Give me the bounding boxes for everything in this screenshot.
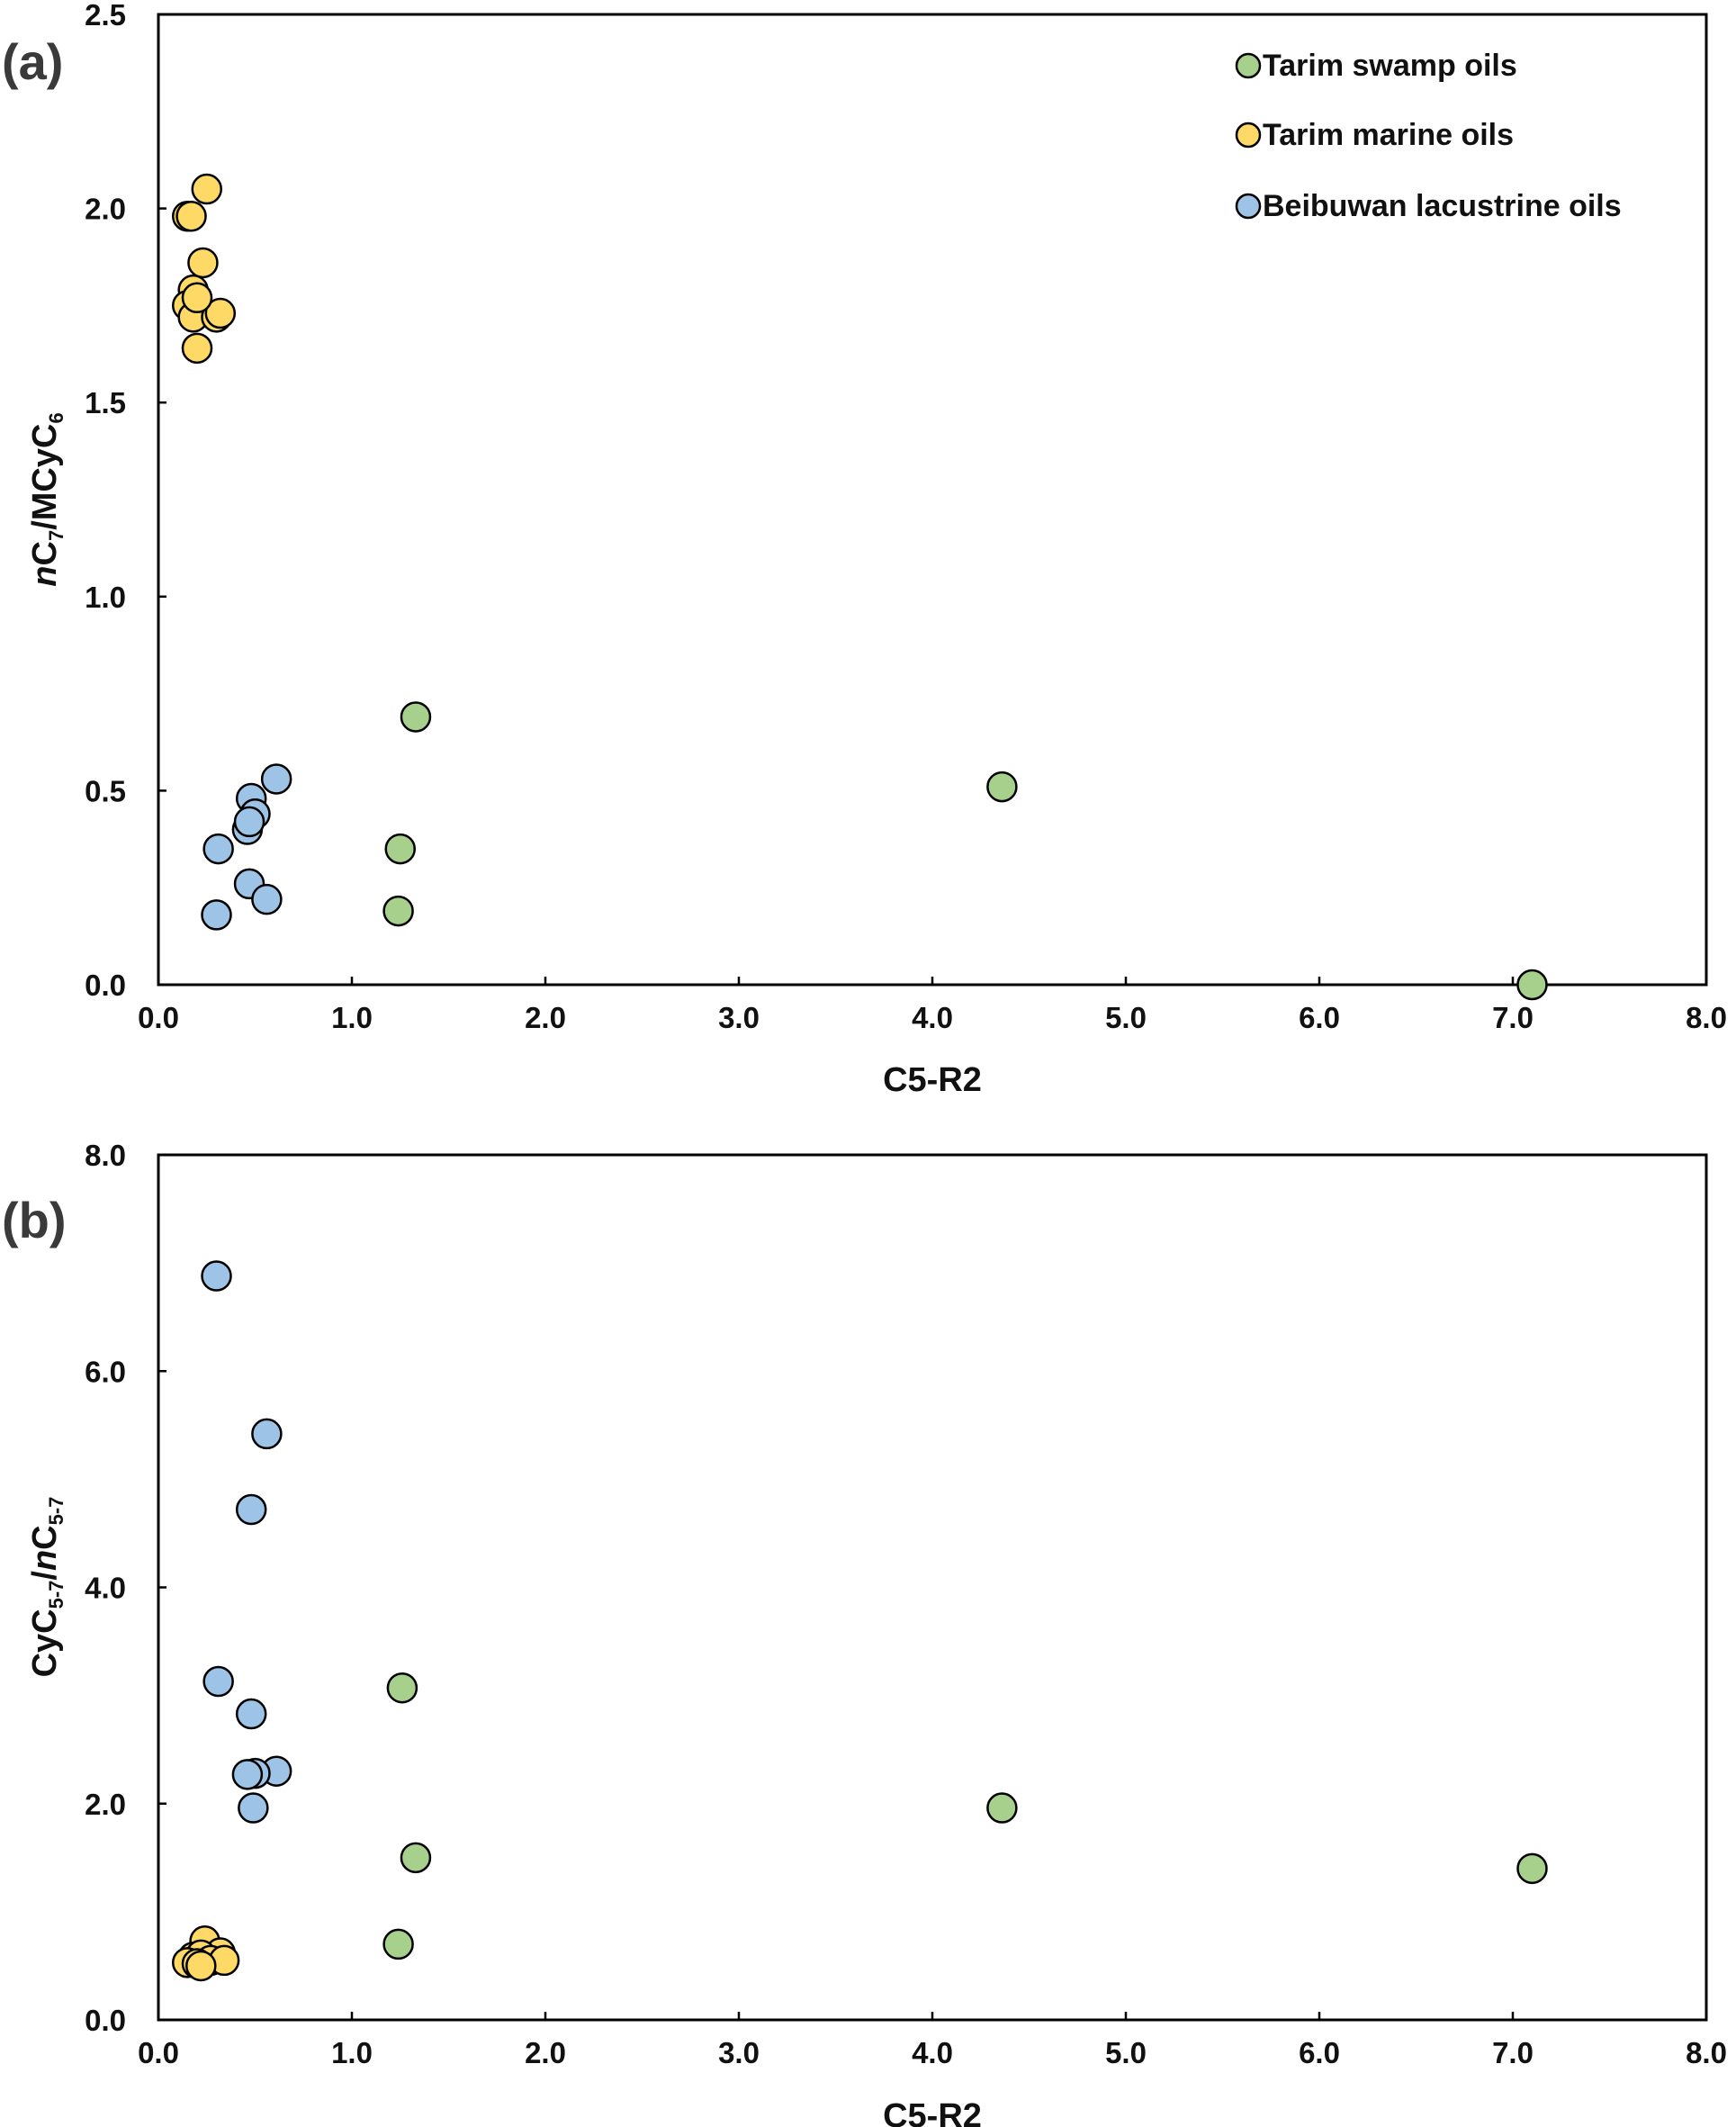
panel-a-ylabel-italic: n xyxy=(26,565,64,586)
panel-b-point-beibuwan-lacustrine-oils xyxy=(202,1665,234,1698)
panel-a-y-axis-title: nC7/MCyC6 xyxy=(26,412,67,586)
legend-marker-lacustrine xyxy=(1235,193,1262,220)
panel-a-ylabel-sub2: 6 xyxy=(45,412,67,423)
panel-a-point-tarim-marine-oils xyxy=(191,173,222,205)
panel-b-x-ticks: 0.0 1.0 2.0 3.0 4.0 5.0 6.0 7.0 8.0 xyxy=(138,2012,1727,2069)
panel-a-y-tick-label: 2.5 xyxy=(85,0,126,32)
panel-b-y-tick-label: 2.0 xyxy=(85,1788,126,1821)
panel-b-point-beibuwan-lacustrine-oils xyxy=(238,1792,269,1824)
panel-b-point-tarim-swamp-oils xyxy=(386,1672,418,1704)
panel-a-y-tick-label: 2.0 xyxy=(85,193,126,226)
panel-b-point-beibuwan-lacustrine-oils xyxy=(201,1260,232,1292)
panel-a-point-tarim-marine-oils xyxy=(204,297,237,329)
panel-a-y-tick-label: 0.5 xyxy=(85,774,126,807)
panel-b-y-tick-label: 6.0 xyxy=(85,1355,126,1388)
legend-label-marine: Tarim marine oils xyxy=(1263,118,1514,152)
panel-b-chart: (b) 0.0 1.0 2.0 3.0 4.0 5.0 6.0 7.0 8.0 0.0 2.0 4.… xyxy=(2,1139,1727,2127)
legend-marker-swamp xyxy=(1235,52,1262,79)
panel-b-x-tick-label: 7.0 xyxy=(1492,2036,1534,2069)
panel-b-point-tarim-marine-oils xyxy=(185,1950,217,1982)
panel-b-point-tarim-swamp-oils xyxy=(986,1792,1018,1824)
legend-label-lacustrine: Beibuwan lacustrine oils xyxy=(1263,189,1622,223)
panel-b-ylabel-sub: 5-7 xyxy=(45,1581,67,1609)
panel-b-y-axis-title: CyC5-7/nC5-7 xyxy=(26,1497,67,1678)
panel-a-x-tick-label: 6.0 xyxy=(1299,1001,1340,1034)
panel-b-label: (b) xyxy=(2,1192,67,1248)
panel-a-ylabel-rest: /MCyC xyxy=(26,424,64,530)
panel-b-x-tick-label: 4.0 xyxy=(912,2036,953,2069)
panel-b-x-tick-label: 2.0 xyxy=(525,2036,566,2069)
panel-a-y-tick-label: 1.0 xyxy=(85,581,126,614)
panel-b-y-tick-label: 0.0 xyxy=(85,2004,126,2037)
panel-a-point-beibuwan-lacustrine-oils xyxy=(201,899,232,931)
panel-a-x-tick-label: 1.0 xyxy=(331,1001,373,1034)
panel-a-chart: (a) 0.0 1.0 2.0 3.0 4.0 5.0 6.0 7.0 8.0 0.0 0.5 1.… xyxy=(2,0,1727,1099)
panel-a-ylabel-main: C xyxy=(26,541,64,565)
panel-a-y-tick-label: 1.5 xyxy=(85,386,126,419)
panel-a-point-tarim-marine-oils xyxy=(175,200,207,232)
panel-b-ylabel-prefix: CyC xyxy=(26,1609,64,1677)
panel-b-y-tick-label: 8.0 xyxy=(85,1139,126,1172)
panel-b-points xyxy=(172,1260,1548,1982)
panel-a-x-tick-label: 5.0 xyxy=(1105,1001,1147,1034)
panel-b-x-tick-label: 6.0 xyxy=(1299,2036,1340,2069)
panel-b-ylabel-rest: / xyxy=(26,1571,64,1581)
panel-a-ylabel-sub: 7 xyxy=(45,530,67,541)
panel-b-x-tick-label: 3.0 xyxy=(718,2036,760,2069)
legend-label-swamp: Tarim swamp oils xyxy=(1263,49,1517,83)
panel-b-x-tick-label: 1.0 xyxy=(331,2036,373,2069)
panel-b-x-axis-title: C5-R2 xyxy=(883,2097,982,2127)
panel-b-ylabel-italic: n xyxy=(26,1550,64,1571)
panel-a-x-tick-label: 7.0 xyxy=(1492,1001,1534,1034)
legend-marker-marine xyxy=(1235,122,1262,149)
panel-a-x-tick-label: 8.0 xyxy=(1686,1001,1727,1034)
panel-b-y-tick-label: 4.0 xyxy=(85,1572,126,1605)
panel-a-x-tick-label: 2.0 xyxy=(525,1001,566,1034)
panel-b-point-beibuwan-lacustrine-oils xyxy=(235,1698,267,1730)
panel-a-point-tarim-swamp-oils xyxy=(986,771,1018,803)
panel-a-points xyxy=(172,173,1548,1001)
panel-b-ylabel-main: C xyxy=(26,1525,64,1549)
panel-a-label: (a) xyxy=(2,33,63,90)
panel-b-y-ticks: 0.0 2.0 4.0 6.0 8.0 xyxy=(85,1139,166,2037)
panel-a-x-tick-label: 0.0 xyxy=(138,1001,179,1034)
panel-a-x-tick-label: 3.0 xyxy=(718,1001,760,1034)
panel-a-x-ticks: 0.0 1.0 2.0 3.0 4.0 5.0 6.0 7.0 8.0 xyxy=(138,977,1727,1034)
panel-a-point-tarim-marine-oils xyxy=(181,332,213,365)
panel-b-x-tick-label: 0.0 xyxy=(138,2036,179,2069)
panel-a-point-tarim-swamp-oils xyxy=(382,895,414,927)
panel-b-point-beibuwan-lacustrine-oils xyxy=(235,1493,267,1526)
panel-b-x-tick-label: 5.0 xyxy=(1105,2036,1147,2069)
panel-a-point-beibuwan-lacustrine-oils xyxy=(251,883,283,915)
panel-a-x-tick-label: 4.0 xyxy=(912,1001,953,1034)
panel-a-point-beibuwan-lacustrine-oils xyxy=(202,833,234,865)
panel-a-point-beibuwan-lacustrine-oils xyxy=(233,806,265,838)
panel-a-point-tarim-marine-oils xyxy=(181,282,213,314)
panel-b-point-beibuwan-lacustrine-oils xyxy=(231,1759,264,1790)
panel-b-point-tarim-swamp-oils xyxy=(1516,1852,1548,1885)
panel-b-point-tarim-swamp-oils xyxy=(382,1928,414,1960)
panel-b-point-tarim-swamp-oils xyxy=(400,1842,432,1874)
panel-b-point-beibuwan-lacustrine-oils xyxy=(251,1418,283,1450)
panel-a-point-tarim-marine-oils xyxy=(187,247,219,279)
panel-a-point-beibuwan-lacustrine-oils xyxy=(260,763,292,795)
panel-a-y-tick-label: 0.0 xyxy=(85,969,126,1002)
panel-b-ylabel-sub2: 5-7 xyxy=(45,1497,67,1526)
panel-b-x-tick-label: 8.0 xyxy=(1686,2036,1727,2069)
panel-a-point-tarim-swamp-oils xyxy=(400,701,432,733)
panel-a-point-tarim-swamp-oils xyxy=(1516,969,1548,1001)
legend: Tarim swamp oils Tarim marine oils Beibu… xyxy=(1235,49,1622,223)
panel-a-point-tarim-swamp-oils xyxy=(384,833,416,865)
panel-a-x-axis-title: C5-R2 xyxy=(883,1061,982,1099)
panel-a-y-ticks: 0.0 0.5 1.0 1.5 2.0 2.5 xyxy=(85,0,166,1002)
